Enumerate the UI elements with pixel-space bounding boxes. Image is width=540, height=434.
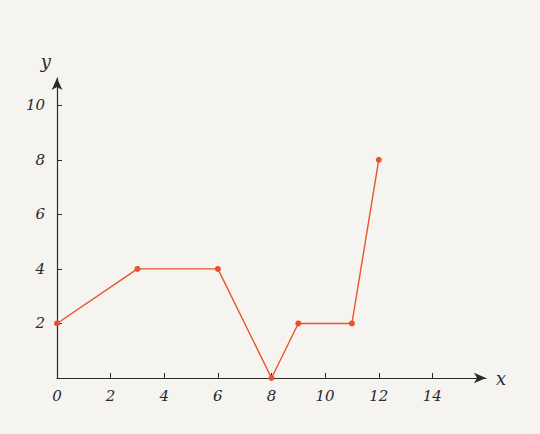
svg-text:14: 14 xyxy=(423,387,442,405)
svg-text:4: 4 xyxy=(34,260,45,278)
svg-text:8: 8 xyxy=(267,387,277,405)
svg-text:2: 2 xyxy=(34,314,45,332)
svg-text:10: 10 xyxy=(316,387,336,405)
svg-text:0: 0 xyxy=(52,387,62,405)
svg-text:y: y xyxy=(40,51,52,72)
svg-text:2: 2 xyxy=(105,387,116,405)
svg-text:12: 12 xyxy=(369,387,388,405)
svg-text:8: 8 xyxy=(35,151,45,169)
svg-text:6: 6 xyxy=(213,387,223,405)
svg-text:6: 6 xyxy=(35,205,45,223)
svg-text:4: 4 xyxy=(158,387,169,405)
svg-text:x: x xyxy=(496,368,506,389)
svg-text:10: 10 xyxy=(26,96,46,114)
